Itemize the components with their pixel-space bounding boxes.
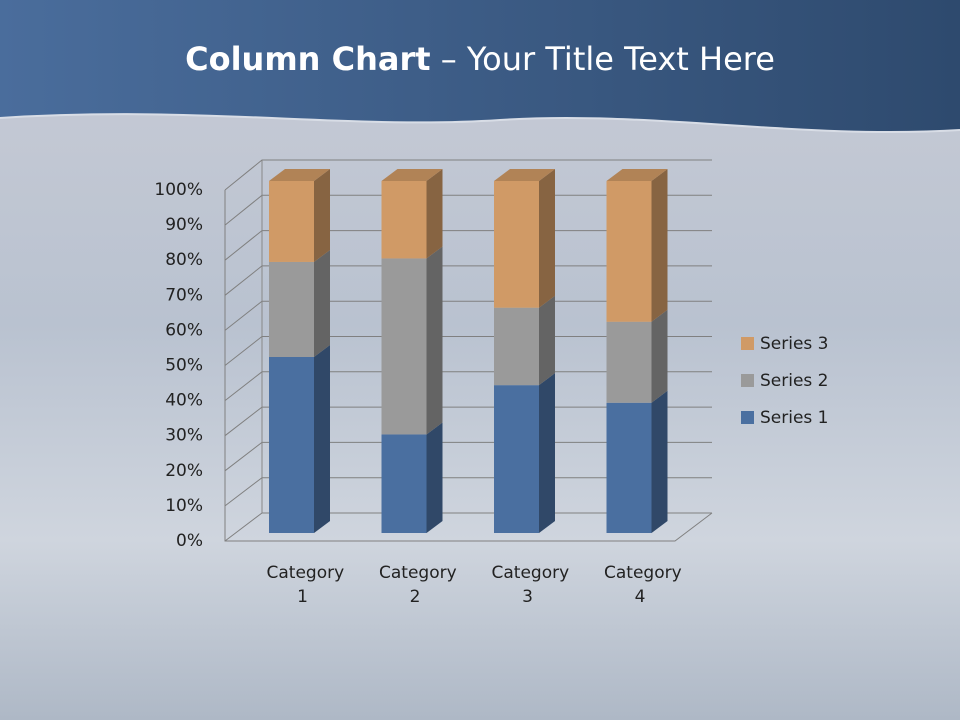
legend-swatch — [741, 374, 754, 387]
y-tick-label: 70% — [165, 285, 203, 305]
bar-side — [314, 169, 330, 262]
bar-top — [606, 169, 668, 181]
grid-line — [224, 194, 712, 226]
y-tick-label: 0% — [176, 531, 203, 551]
title-rest: – Your Title Text Here — [440, 40, 775, 78]
bar-side — [539, 373, 555, 533]
bar-top-shade — [606, 169, 668, 181]
legend-label: Series 2 — [760, 371, 829, 391]
header-band — [0, 0, 960, 133]
bar-side-shade — [539, 373, 555, 533]
bar-segment — [494, 385, 539, 533]
bar-top — [269, 169, 330, 181]
y-tick-label: 20% — [165, 461, 203, 481]
bar-segment — [381, 181, 427, 259]
grid-line — [224, 300, 712, 331]
bar-segment — [269, 181, 314, 262]
bar-segment — [606, 181, 652, 322]
x-tick-label: Category 4 — [604, 563, 682, 607]
legend-label: Series 3 — [760, 334, 829, 354]
bar-side-shade — [651, 169, 668, 322]
y-tick-label: 30% — [165, 426, 203, 446]
bar-segment — [494, 181, 539, 308]
grid-line — [224, 406, 712, 437]
bar-side-shade — [539, 169, 555, 308]
grid-line — [224, 371, 712, 401]
bar-segment — [269, 357, 314, 533]
bar-segment — [606, 402, 652, 533]
legend-swatch — [741, 337, 754, 350]
bar-side — [651, 169, 668, 322]
bar-segment — [381, 434, 427, 533]
bar-side-shade — [314, 249, 330, 357]
bar-side-shade — [314, 169, 330, 262]
title: Column Chart – Your Title Text Here — [0, 40, 960, 78]
bar-side — [539, 295, 555, 386]
grid-line — [224, 336, 712, 366]
y-tick-label: 90% — [165, 215, 203, 235]
grid-line — [224, 477, 712, 507]
bar-side — [314, 249, 330, 357]
bar-side — [651, 390, 668, 533]
bar-side-shade — [651, 309, 668, 403]
bar-side — [426, 246, 443, 435]
bar-side-shade — [651, 390, 668, 533]
bar-segment — [606, 321, 652, 403]
bar-side-shade — [314, 345, 330, 533]
y-tick-label: 40% — [165, 391, 203, 411]
bar-side — [426, 422, 443, 533]
title-bold: Column Chart — [185, 40, 431, 78]
x-tick-label: Category 2 — [379, 563, 457, 607]
grid-line — [224, 230, 712, 261]
bar-top — [381, 169, 443, 181]
bar-side — [314, 345, 330, 533]
bar-segment — [494, 307, 539, 386]
bar-top-shade — [381, 169, 443, 181]
bar-side-shade — [426, 169, 443, 259]
x-tick-label: Category 3 — [491, 563, 570, 607]
x-tick-label: Category 1 — [266, 563, 345, 607]
bar-top-shade — [494, 169, 555, 181]
legend-swatch — [741, 411, 754, 424]
y-tick-label: 80% — [165, 250, 203, 270]
bar-segment — [381, 258, 427, 435]
bar-side-shade — [426, 422, 443, 533]
bar-side-shade — [539, 295, 555, 386]
bar-top-shade — [269, 169, 330, 181]
y-tick-label: 60% — [165, 320, 203, 340]
y-tick-label: 100% — [154, 180, 203, 200]
bar-side — [539, 169, 555, 308]
y-tick-label: 10% — [165, 496, 203, 516]
bar-side-shade — [426, 246, 443, 435]
floor-edge — [224, 190, 713, 542]
header-edge — [0, 113, 960, 134]
grid-line — [224, 265, 712, 296]
bar-side — [651, 309, 668, 403]
y-tick-label: 50% — [165, 356, 203, 376]
bar-segment — [269, 261, 314, 357]
bar-side — [426, 169, 443, 259]
legend-label: Series 1 — [760, 408, 829, 428]
grid-line — [224, 441, 712, 472]
bar-top — [494, 169, 555, 181]
grid-line — [224, 159, 712, 191]
grid-line — [224, 512, 712, 542]
